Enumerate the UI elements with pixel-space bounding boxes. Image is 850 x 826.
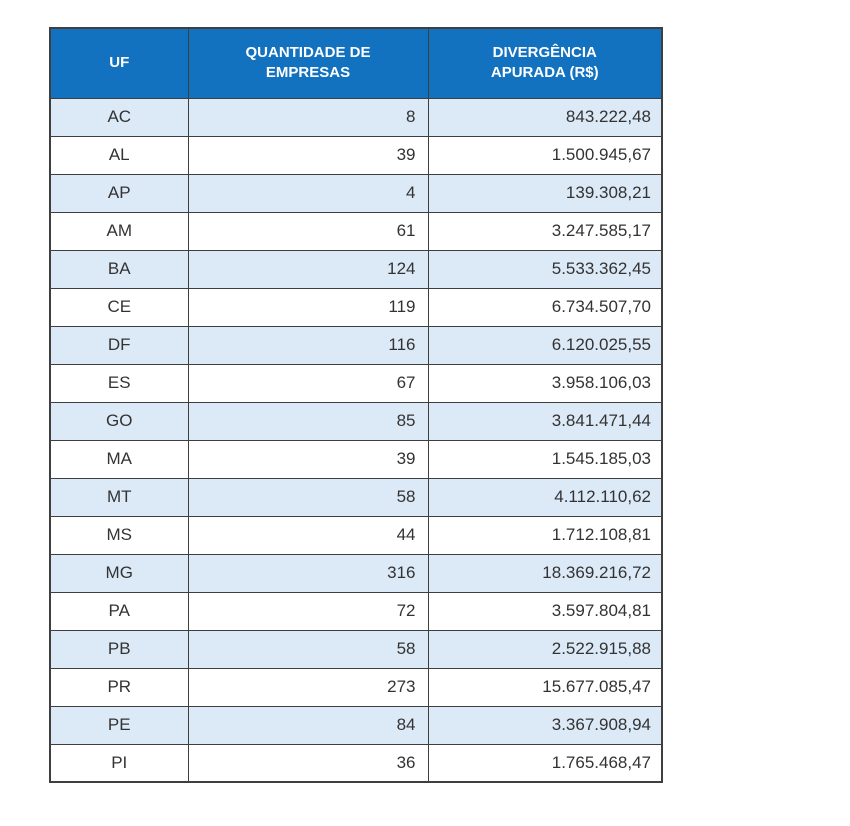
empresas-cell: 273 [187, 667, 429, 707]
divergencia-cell: 843.222,48 [427, 97, 663, 137]
divergencia-cell: 15.677.085,47 [427, 667, 663, 707]
divergencia-cell: 2.522.915,88 [427, 629, 663, 669]
uf-cell: ES [49, 363, 189, 403]
empresas-cell: 316 [187, 553, 429, 593]
header-quantidade-empresas: QUANTIDADE DE EMPRESAS [187, 27, 429, 99]
divergencia-cell: 6.120.025,55 [427, 325, 663, 365]
divergencia-cell: 3.597.804,81 [427, 591, 663, 631]
divergencia-por-uf-table: UF QUANTIDADE DE EMPRESAS DIVERGÊNCIA AP… [49, 27, 663, 783]
table-row: PR 273 15.677.085,47 [49, 667, 663, 707]
divergencia-cell: 1.712.108,81 [427, 515, 663, 555]
table-body: AC 8 843.222,48 AL 39 1.500.945,67 AP 4 139.308,… [49, 97, 663, 783]
table-row: GO 85 3.841.471,44 [49, 401, 663, 441]
empresas-cell: 67 [187, 363, 429, 403]
divergencia-cell: 3.841.471,44 [427, 401, 663, 441]
divergencia-cell: 3.247.585,17 [427, 211, 663, 251]
table-header: UF QUANTIDADE DE EMPRESAS DIVERGÊNCIA AP… [49, 27, 663, 99]
table-row: AM 61 3.247.585,17 [49, 211, 663, 251]
empresas-cell: 58 [187, 629, 429, 669]
empresas-cell: 8 [187, 97, 429, 137]
divergencia-table-container: UF QUANTIDADE DE EMPRESAS DIVERGÊNCIA AP… [49, 27, 663, 783]
empresas-cell: 44 [187, 515, 429, 555]
header-row: UF QUANTIDADE DE EMPRESAS DIVERGÊNCIA AP… [49, 27, 663, 99]
uf-cell: BA [49, 249, 189, 289]
header-uf: UF [49, 27, 189, 99]
uf-cell: MS [49, 515, 189, 555]
table-row: PI 36 1.765.468,47 [49, 743, 663, 783]
divergencia-cell: 5.533.362,45 [427, 249, 663, 289]
empresas-cell: 116 [187, 325, 429, 365]
empresas-cell: 61 [187, 211, 429, 251]
uf-cell: PR [49, 667, 189, 707]
divergencia-cell: 6.734.507,70 [427, 287, 663, 327]
table-row: DF 116 6.120.025,55 [49, 325, 663, 365]
empresas-cell: 39 [187, 135, 429, 175]
table-row: AC 8 843.222,48 [49, 97, 663, 137]
empresas-cell: 124 [187, 249, 429, 289]
table-row: AL 39 1.500.945,67 [49, 135, 663, 175]
divergencia-cell: 4.112.110,62 [427, 477, 663, 517]
divergencia-cell: 18.369.216,72 [427, 553, 663, 593]
divergencia-cell: 1.765.468,47 [427, 743, 663, 783]
table-row: MG 316 18.369.216,72 [49, 553, 663, 593]
empresas-cell: 58 [187, 477, 429, 517]
divergencia-cell: 1.500.945,67 [427, 135, 663, 175]
uf-cell: MG [49, 553, 189, 593]
uf-cell: PE [49, 705, 189, 745]
table-row: BA 124 5.533.362,45 [49, 249, 663, 289]
empresas-cell: 39 [187, 439, 429, 479]
uf-cell: AP [49, 173, 189, 213]
table-row: AP 4 139.308,21 [49, 173, 663, 213]
uf-cell: AC [49, 97, 189, 137]
divergencia-cell: 3.958.106,03 [427, 363, 663, 403]
table-row: PB 58 2.522.915,88 [49, 629, 663, 669]
empresas-cell: 4 [187, 173, 429, 213]
table-row: ES 67 3.958.106,03 [49, 363, 663, 403]
uf-cell: AL [49, 135, 189, 175]
uf-cell: DF [49, 325, 189, 365]
uf-cell: AM [49, 211, 189, 251]
header-divergencia-apurada: DIVERGÊNCIA APURADA (R$) [427, 27, 663, 99]
uf-cell: MA [49, 439, 189, 479]
table-row: MT 58 4.112.110,62 [49, 477, 663, 517]
uf-cell: MT [49, 477, 189, 517]
uf-cell: PB [49, 629, 189, 669]
table-row: MA 39 1.545.185,03 [49, 439, 663, 479]
uf-cell: GO [49, 401, 189, 441]
uf-cell: CE [49, 287, 189, 327]
divergencia-cell: 3.367.908,94 [427, 705, 663, 745]
divergencia-cell: 139.308,21 [427, 173, 663, 213]
empresas-cell: 85 [187, 401, 429, 441]
divergencia-cell: 1.545.185,03 [427, 439, 663, 479]
empresas-cell: 119 [187, 287, 429, 327]
empresas-cell: 72 [187, 591, 429, 631]
uf-cell: PI [49, 743, 189, 783]
table-row: MS 44 1.712.108,81 [49, 515, 663, 555]
table-row: PE 84 3.367.908,94 [49, 705, 663, 745]
table-row: PA 72 3.597.804,81 [49, 591, 663, 631]
table-row: CE 119 6.734.507,70 [49, 287, 663, 327]
empresas-cell: 84 [187, 705, 429, 745]
empresas-cell: 36 [187, 743, 429, 783]
uf-cell: PA [49, 591, 189, 631]
